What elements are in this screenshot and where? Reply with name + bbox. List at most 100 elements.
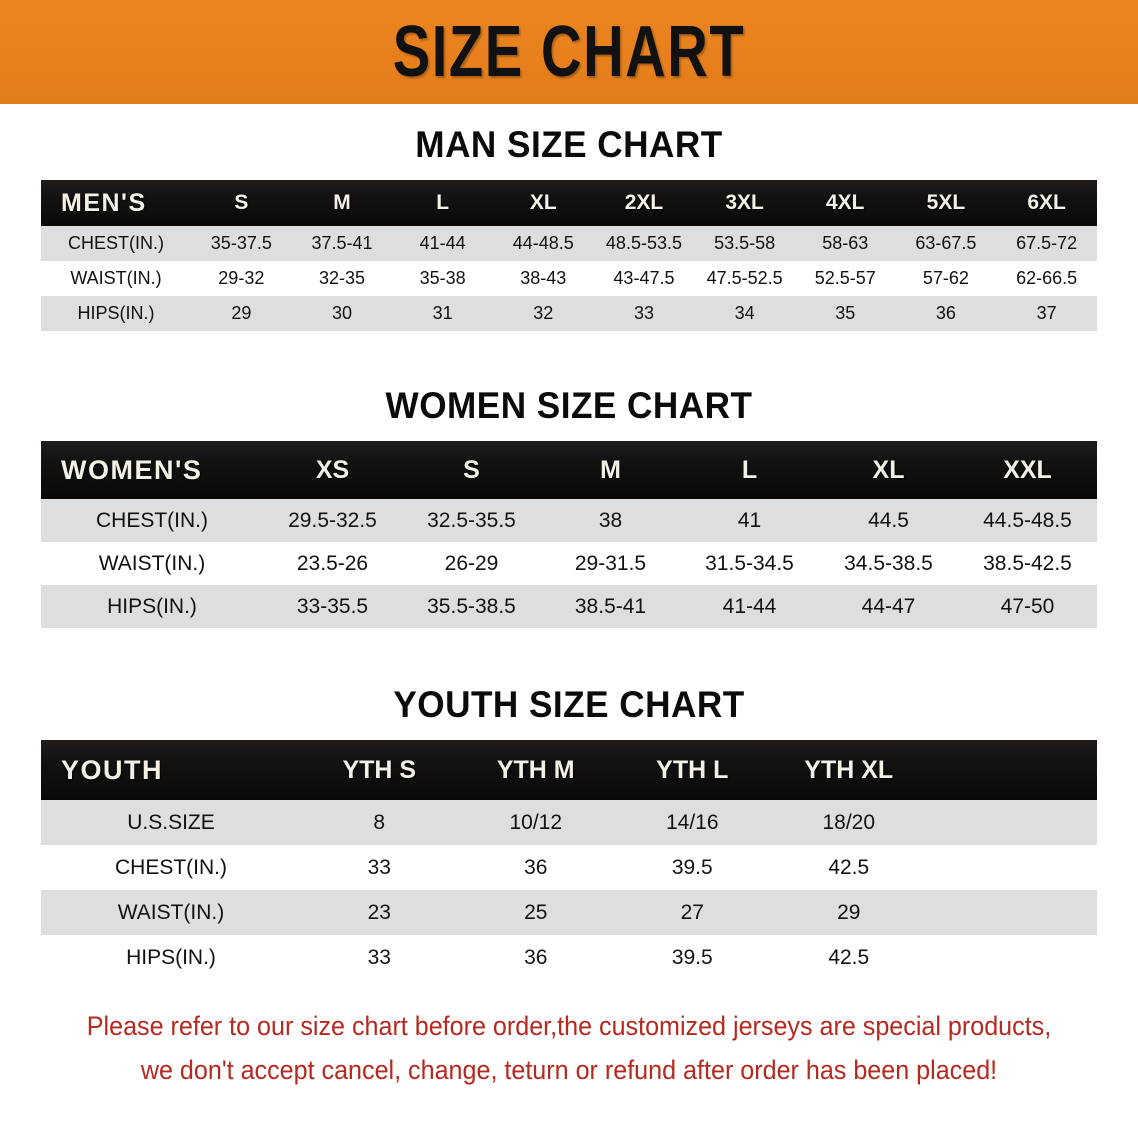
man-waist-2xl: 43-47.5	[593, 261, 695, 296]
man-chest-m: 37.5-41	[291, 226, 393, 261]
man-chest-l: 41-44	[392, 226, 493, 261]
women-hips-xs: 33-35.5	[263, 585, 402, 628]
youth-col-header-m: YTH M	[457, 740, 614, 800]
youth-table-body: U.S.SIZE 8 10/12 14/16 18/20 CHEST(IN.) …	[41, 800, 1097, 980]
man-hips-s: 29	[191, 296, 292, 331]
women-chest-l: 41	[680, 499, 819, 542]
man-corner-label: MEN'S	[41, 180, 191, 226]
man-col-header-l: L	[392, 180, 493, 226]
women-size-table: WOMEN'S XS S M L XL XXL CHEST(IN.) 29.5-…	[41, 441, 1097, 628]
man-hips-4xl: 35	[794, 296, 896, 331]
man-waist-l: 35-38	[392, 261, 493, 296]
youth-ussize-s: 8	[301, 800, 458, 845]
youth-col-header-s: YTH S	[301, 740, 458, 800]
man-table-wrap: MEN'S S M L XL 2XL 3XL 4XL 5XL 6XL CHEST…	[41, 180, 1097, 331]
youth-row-label-waist: WAIST(IN.)	[41, 890, 301, 935]
man-col-header-5xl: 5XL	[895, 180, 997, 226]
table-row: WAIST(IN.) 23.5-26 26-29 29-31.5 31.5-34…	[41, 542, 1097, 585]
women-waist-xs: 23.5-26	[263, 542, 402, 585]
youth-table-wrap: YOUTH YTH S YTH M YTH L YTH XL U.S.SIZE …	[41, 740, 1097, 980]
youth-hips-s: 33	[301, 935, 458, 980]
youth-chest-s: 33	[301, 845, 458, 890]
table-row: WAIST(IN.) 23 25 27 29	[41, 890, 1097, 935]
youth-cell-spacer	[927, 845, 1097, 890]
women-section-title: WOMEN SIZE CHART	[385, 385, 753, 426]
women-hips-xxl: 47-50	[958, 585, 1097, 628]
women-waist-xl: 34.5-38.5	[819, 542, 958, 585]
youth-col-header-xl: YTH XL	[770, 740, 927, 800]
table-row: CHEST(IN.) 33 36 39.5 42.5	[41, 845, 1097, 890]
man-col-header-s: S	[191, 180, 292, 226]
youth-ussize-xl: 18/20	[770, 800, 927, 845]
man-chest-4xl: 58-63	[794, 226, 896, 261]
man-waist-4xl: 52.5-57	[794, 261, 896, 296]
women-chest-m: 38	[541, 499, 680, 542]
man-row-label-hips: HIPS(IN.)	[41, 296, 191, 331]
women-waist-m: 29-31.5	[541, 542, 680, 585]
man-chest-5xl: 63-67.5	[895, 226, 997, 261]
man-hips-l: 31	[392, 296, 493, 331]
man-waist-s: 29-32	[191, 261, 292, 296]
table-row: HIPS(IN.) 33-35.5 35.5-38.5 38.5-41 41-4…	[41, 585, 1097, 628]
man-col-header-m: M	[291, 180, 393, 226]
youth-hips-l: 39.5	[614, 935, 771, 980]
women-waist-s: 26-29	[402, 542, 541, 585]
banner-title: SIZE CHART	[392, 12, 746, 92]
man-waist-3xl: 47.5-52.5	[694, 261, 795, 296]
man-row-label-waist: WAIST(IN.)	[41, 261, 191, 296]
youth-col-header-spacer	[927, 740, 1097, 800]
youth-waist-s: 23	[301, 890, 458, 935]
disclaimer-line-2: we don't accept cancel, change, teturn o…	[140, 1055, 998, 1085]
youth-corner-label: YOUTH	[41, 740, 301, 800]
man-chest-s: 35-37.5	[191, 226, 292, 261]
women-col-header-xxl: XXL	[958, 441, 1097, 499]
man-col-header-xl: XL	[492, 180, 594, 226]
man-hips-xl: 32	[492, 296, 594, 331]
man-col-header-3xl: 3XL	[694, 180, 795, 226]
man-hips-3xl: 34	[694, 296, 795, 331]
man-hips-2xl: 33	[593, 296, 695, 331]
man-hips-5xl: 36	[895, 296, 997, 331]
women-row-label-chest: CHEST(IN.)	[41, 499, 263, 542]
man-col-header-2xl: 2XL	[593, 180, 695, 226]
women-hips-s: 35.5-38.5	[402, 585, 541, 628]
women-chest-xs: 29.5-32.5	[263, 499, 402, 542]
disclaimer-line-1: Please refer to our size chart before or…	[86, 1011, 1052, 1041]
youth-row-label-ussize: U.S.SIZE	[41, 800, 301, 845]
man-hips-6xl: 37	[996, 296, 1097, 331]
man-waist-xl: 38-43	[492, 261, 594, 296]
table-row: HIPS(IN.) 33 36 39.5 42.5	[41, 935, 1097, 980]
women-waist-xxl: 38.5-42.5	[958, 542, 1097, 585]
women-header-row: WOMEN'S XS S M L XL XXL	[41, 441, 1097, 499]
man-waist-6xl: 62-66.5	[996, 261, 1097, 296]
table-row: HIPS(IN.) 29 30 31 32 33 34 35 36 37	[41, 296, 1097, 331]
women-row-label-waist: WAIST(IN.)	[41, 542, 263, 585]
women-row-label-hips: HIPS(IN.)	[41, 585, 263, 628]
table-row: CHEST(IN.) 29.5-32.5 32.5-35.5 38 41 44.…	[41, 499, 1097, 542]
women-col-header-xl: XL	[819, 441, 958, 499]
women-hips-l: 41-44	[680, 585, 819, 628]
youth-section-title: YOUTH SIZE CHART	[393, 684, 745, 725]
youth-cell-spacer	[927, 890, 1097, 935]
women-table-body: CHEST(IN.) 29.5-32.5 32.5-35.5 38 41 44.…	[41, 499, 1097, 628]
man-table-body: CHEST(IN.) 35-37.5 37.5-41 41-44 44-48.5…	[41, 226, 1097, 331]
women-hips-xl: 44-47	[819, 585, 958, 628]
man-table-head: MEN'S S M L XL 2XL 3XL 4XL 5XL 6XL	[41, 180, 1097, 226]
man-hips-m: 30	[291, 296, 393, 331]
youth-waist-xl: 29	[770, 890, 927, 935]
youth-waist-m: 25	[457, 890, 614, 935]
man-row-label-chest: CHEST(IN.)	[41, 226, 191, 261]
women-waist-l: 31.5-34.5	[680, 542, 819, 585]
youth-ussize-l: 14/16	[614, 800, 771, 845]
man-section-title: MAN SIZE CHART	[415, 124, 723, 165]
youth-row-label-hips: HIPS(IN.)	[41, 935, 301, 980]
women-chest-xxl: 44.5-48.5	[958, 499, 1097, 542]
man-waist-5xl: 57-62	[895, 261, 997, 296]
youth-waist-l: 27	[614, 890, 771, 935]
women-col-header-s: S	[402, 441, 541, 499]
youth-cell-spacer	[927, 935, 1097, 980]
women-col-header-xs: XS	[263, 441, 402, 499]
women-hips-m: 38.5-41	[541, 585, 680, 628]
man-chest-2xl: 48.5-53.5	[593, 226, 695, 261]
